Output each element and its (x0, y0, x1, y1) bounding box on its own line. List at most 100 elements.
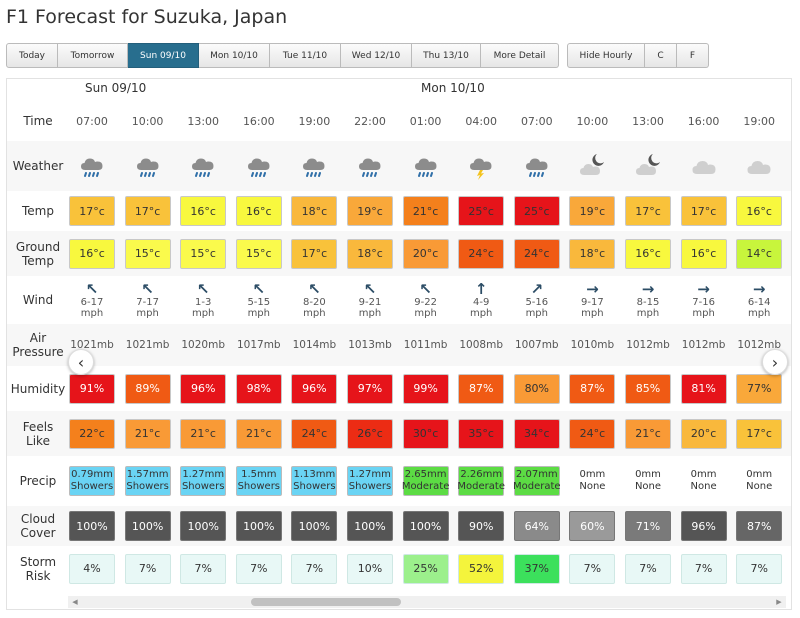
cell-feels-like: 26°c (342, 411, 398, 456)
temp-value: 25°c (458, 196, 505, 226)
cell-ground-temp: 15°c (231, 231, 287, 276)
wind-direction-icon: ↗ (530, 279, 544, 298)
cell-ground-temp: 18°c (342, 231, 398, 276)
cell-temp: 21°c (398, 191, 454, 231)
humidity-value: 85% (625, 373, 671, 404)
humidity-value: 98% (235, 373, 282, 404)
wind-unit: mph (692, 307, 715, 319)
scroll-thumb[interactable] (251, 598, 401, 606)
cell-wind: ↖ 5-15 mph (231, 276, 287, 324)
next-arrow-button[interactable]: › (762, 349, 788, 375)
horizontal-scrollbar[interactable]: ◀ ▶ (68, 596, 786, 608)
precip-type: None (746, 481, 773, 492)
cell-cloud: 71% (620, 506, 676, 546)
day-button-1[interactable]: Tomorrow (58, 43, 128, 68)
cell-time: 16:00 (687, 114, 720, 128)
cell-pressure: 1021mb (125, 339, 170, 351)
feels-like-value: 21°c (625, 418, 671, 449)
day-button-0[interactable]: Today (6, 43, 58, 68)
cell-wind: → 6-14 mph (731, 276, 787, 324)
cell-wind: ↖ 8-20 mph (286, 276, 342, 324)
cell-weather (564, 141, 620, 191)
option-button-2[interactable]: F (677, 43, 709, 68)
precip-amount: 1.13mm (293, 469, 336, 480)
cell-ground-temp: 16°c (620, 231, 676, 276)
cell-temp: 25°c (453, 191, 509, 231)
cell-ground-temp: 16°c (676, 231, 732, 276)
scroll-left-icon[interactable]: ◀ (72, 598, 78, 606)
cell-weather (231, 141, 287, 191)
cell-temp: 17°c (676, 191, 732, 231)
prev-arrow-button[interactable]: ‹ (68, 349, 94, 375)
cell-pressure: 1012mb (737, 339, 781, 351)
row-wind: Wind ↖ 6-17 mph ↖ 7-17 mph ↖ 1-3 mph ↖ 5-15 mph ↖ 8-20… (7, 276, 791, 324)
ground-temp-value: 24°c (513, 238, 560, 269)
precip-type: Moderate (457, 481, 505, 492)
cell-cloud: 87% (731, 506, 787, 546)
day-button-3[interactable]: Mon 10/10 (199, 43, 270, 68)
ground-temp-value: 18°c (569, 238, 616, 269)
precip-value: 1.27mm Showers (347, 466, 393, 496)
cell-ground-temp: 14°c (731, 231, 787, 276)
storm-value: 7% (291, 553, 338, 584)
cell-ground-temp: 15°c (120, 231, 176, 276)
wind-unit: mph (581, 307, 604, 319)
scroll-right-icon[interactable]: ▶ (776, 598, 782, 606)
row-label-wind: Wind (22, 293, 54, 307)
cell-time: 10:00 (131, 114, 164, 128)
cell-weather (342, 141, 398, 191)
wind-direction-icon: ↖ (419, 279, 432, 298)
day-button-4[interactable]: Tue 11/10 (270, 43, 341, 68)
cell-weather (64, 141, 120, 191)
cloud-value: 100% (180, 511, 227, 541)
rain-cloud-icon (522, 151, 552, 181)
precip-type: Moderate (513, 481, 561, 492)
cell-cloud: 100% (231, 506, 287, 546)
row-label-temp: Temp (22, 204, 54, 218)
day-button-5[interactable]: Wed 12/10 (341, 43, 412, 68)
wind-direction-icon: ↖ (141, 279, 154, 298)
row-label-weather: Weather (12, 159, 64, 173)
temp-value: 16°c (235, 196, 282, 226)
day-button-2[interactable]: Sun 09/10 (128, 43, 199, 68)
wind-speed: 4-9 (473, 296, 490, 308)
day-button-6[interactable]: Thu 13/10 (412, 43, 481, 68)
precip-value: 1.5mm Showers (235, 466, 282, 496)
option-button-0[interactable]: Hide Hourly (567, 43, 645, 68)
cell-humidity: 87% (453, 366, 509, 411)
wind-direction-icon: → (586, 279, 599, 298)
day-header-mon: Mon 10/10 (421, 81, 485, 95)
cell-pressure: 1020mb (181, 339, 225, 351)
precip-amount: 1.27mm (349, 469, 391, 480)
wind-unit: mph (303, 307, 326, 319)
ground-temp-value: 16°c (625, 238, 671, 269)
ground-temp-value: 15°c (124, 238, 171, 269)
storm-value: 7% (680, 553, 727, 584)
cell-cloud: 100% (398, 506, 454, 546)
cell-feels-like: 24°c (286, 411, 342, 456)
feels-like-value: 24°c (291, 418, 338, 449)
wind-direction-icon: → (641, 279, 655, 298)
wind-unit: mph (136, 307, 159, 319)
cell-precip: 0mm None (731, 456, 787, 506)
cloud-value: 60% (569, 511, 616, 541)
humidity-value: 89% (124, 373, 171, 404)
temp-value: 25°c (513, 196, 560, 226)
option-button-1[interactable]: C (645, 43, 677, 68)
wind-speed: 9-17 (581, 296, 604, 308)
storm-value: 52% (458, 553, 505, 584)
cell-cloud: 100% (64, 506, 120, 546)
ground-temp-value: 15°c (180, 238, 227, 269)
toolbar: Today Tomorrow Sun 09/10 Mon 10/10 Tue 11/10… (6, 43, 709, 68)
feels-like-value: 22°c (69, 418, 115, 449)
wind-direction-icon: ↑ (474, 279, 488, 298)
row-label-precip: Precip (19, 474, 57, 488)
cell-temp: 17°c (120, 191, 176, 231)
day-button-7[interactable]: More Detail (481, 43, 559, 68)
cell-precip: 2.26mm Moderate (453, 456, 509, 506)
row-time: Time 07:00 10:00 13:00 16:00 19:00 22:00 01:00 0… (7, 101, 791, 141)
feels-like-value: 21°c (124, 418, 171, 449)
cloud-value: 100% (124, 511, 171, 541)
wind-direction-icon: ↖ (196, 279, 210, 298)
wind-unit: mph (358, 307, 382, 319)
